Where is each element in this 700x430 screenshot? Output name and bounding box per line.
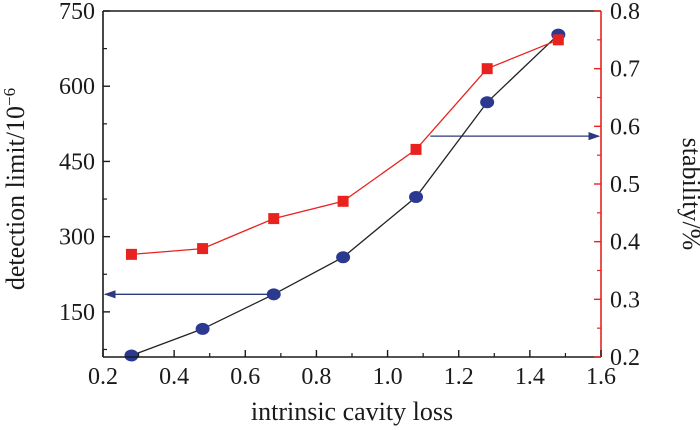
right-y-tick-label: 0.6	[610, 114, 640, 140]
right-y-tick-label: 0.3	[610, 287, 640, 313]
stability-point	[552, 34, 564, 46]
detection-limit-line	[131, 34, 559, 357]
left-y-axis-title: detection limit/10−6	[0, 88, 30, 290]
stability-point	[337, 195, 349, 207]
left-y-tick-label: 600	[59, 74, 95, 100]
stability-point	[125, 248, 137, 260]
stability-point	[197, 243, 209, 255]
stability-point	[268, 213, 280, 225]
stability-point	[410, 143, 422, 155]
detection-limit-point	[336, 251, 351, 264]
right-y-tick-label: 0.8	[610, 0, 640, 25]
detection-limit-point	[480, 96, 495, 109]
stability-point	[481, 63, 493, 75]
x-tick-label: 0.8	[301, 364, 331, 390]
left-y-axis-title-exponent: −6	[0, 88, 19, 106]
detection-limit-point	[409, 191, 424, 204]
x-tick-label: 0.4	[159, 364, 189, 390]
x-tick-label: 1.4	[515, 364, 545, 390]
detection-limit-point	[266, 288, 281, 301]
left-y-axis-title-text: detection limit/10	[1, 106, 30, 290]
right-y-axis-title: stability/%	[677, 138, 700, 251]
detection-limit-point	[195, 322, 210, 335]
detection-limit-point	[124, 349, 139, 362]
x-axis-title: intrinsic cavity loss	[251, 397, 453, 426]
left-y-tick-label: 150	[59, 300, 95, 326]
left-y-tick-label: 750	[59, 0, 95, 25]
left-y-tick-label: 450	[59, 149, 95, 175]
axes: 0.2 0.4 0.6 0.8 1.0 1.2 1.4 1.6 150 300 450 600 750 0…	[59, 0, 640, 390]
axis-titles: intrinsic cavity loss detection limit/10…	[0, 88, 700, 426]
right-y-tick-label: 0.7	[610, 57, 640, 83]
x-tick-label: 0.2	[88, 364, 118, 390]
x-tick-label: 1.6	[586, 364, 616, 390]
x-tick-label: 1.2	[444, 364, 474, 390]
x-tick-label: 1.0	[373, 364, 403, 390]
plot-area	[103, 28, 601, 362]
right-y-tick-label: 0.5	[610, 172, 640, 198]
left-y-tick-label: 300	[59, 225, 95, 251]
x-tick-label: 0.6	[230, 364, 260, 390]
right-y-tick-label: 0.2	[610, 345, 640, 371]
right-y-tick-label: 0.4	[610, 230, 640, 256]
stability-line	[131, 39, 559, 256]
